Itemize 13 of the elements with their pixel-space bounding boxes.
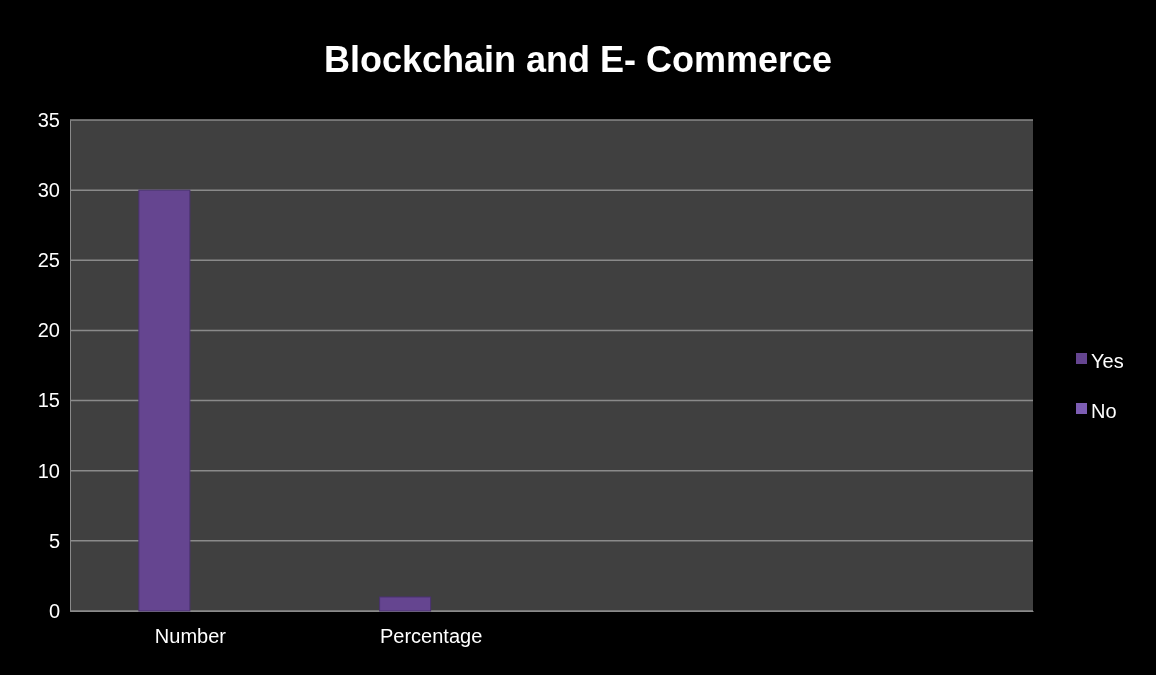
y-tick-label: 30 xyxy=(37,179,60,202)
chart-title: Blockchain and E- Commerce xyxy=(323,39,833,80)
y-tick-label: 10 xyxy=(37,459,60,482)
legend-label: No xyxy=(1091,400,1117,423)
y-tick-label: 20 xyxy=(37,319,60,342)
y-tick-label: 5 xyxy=(48,529,60,552)
x-tick-label: Number xyxy=(154,625,227,648)
legend-label: Yes xyxy=(1091,350,1124,373)
y-tick-label: 25 xyxy=(37,249,60,272)
y-tick-label: 35 xyxy=(37,108,60,131)
y-tick-label: 15 xyxy=(37,389,60,412)
x-tick-label: Percentage xyxy=(379,625,483,648)
y-tick-label: 0 xyxy=(48,599,60,622)
